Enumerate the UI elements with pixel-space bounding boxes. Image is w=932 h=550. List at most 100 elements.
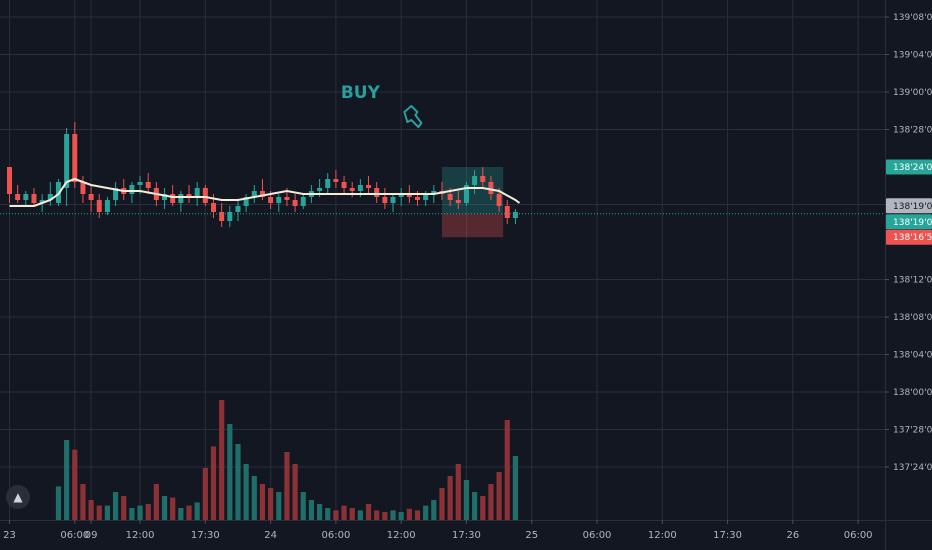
- volume-bar: [145, 504, 151, 520]
- price-axis[interactable]: 139'08'0139'04'0139'00'0138'28'0138'20'0…: [885, 0, 932, 550]
- candle[interactable]: [300, 194, 306, 209]
- volume-bar: [365, 504, 372, 520]
- time-tick-label: 09: [85, 530, 98, 541]
- candle-body: [447, 194, 453, 200]
- price-badge: 138'19'0: [886, 198, 932, 214]
- candle[interactable]: [23, 191, 29, 206]
- volume-bar: [251, 476, 257, 520]
- candle[interactable]: [292, 194, 298, 212]
- candle-body: [341, 182, 347, 188]
- candle[interactable]: [366, 176, 372, 194]
- buy-annotation[interactable]: BUY: [341, 83, 423, 128]
- pointing-hand-icon: [403, 105, 423, 128]
- candle[interactable]: [15, 185, 21, 203]
- candle-body: [170, 194, 176, 203]
- candle-body: [357, 185, 363, 191]
- volume-bar: [480, 496, 486, 520]
- volume-bar: [178, 508, 184, 520]
- volume-bar: [300, 492, 306, 520]
- candle-body: [268, 197, 274, 203]
- candle[interactable]: [390, 194, 396, 212]
- volume-bar: [374, 510, 380, 520]
- candle[interactable]: [113, 182, 119, 206]
- candle[interactable]: [333, 170, 339, 188]
- candle[interactable]: [162, 188, 168, 209]
- candle[interactable]: [129, 182, 135, 203]
- candle[interactable]: [398, 188, 404, 206]
- price-badge-label: 138'24'0: [893, 163, 932, 173]
- volume-bar: [243, 464, 249, 520]
- candle-body: [23, 194, 29, 200]
- volume-bar: [463, 480, 470, 520]
- candle[interactable]: [194, 182, 200, 206]
- volume-bar: [447, 476, 453, 520]
- candle-body: [284, 197, 290, 200]
- candle[interactable]: [512, 209, 518, 224]
- candle[interactable]: [480, 167, 486, 188]
- tradingview-logo-icon[interactable]: ▲: [6, 485, 30, 509]
- position-loss-zone[interactable]: [441, 213, 504, 238]
- candle[interactable]: [276, 194, 282, 212]
- volume-bar: [96, 505, 102, 520]
- volume-bar: [268, 488, 274, 520]
- price-badge-bg: [886, 159, 932, 175]
- candle[interactable]: [382, 188, 388, 209]
- candle[interactable]: [145, 173, 151, 194]
- candle-body: [39, 200, 45, 203]
- candle[interactable]: [251, 185, 257, 203]
- candle[interactable]: [455, 191, 461, 209]
- candle[interactable]: [235, 200, 241, 221]
- candle-body: [259, 191, 265, 197]
- candle[interactable]: [31, 188, 37, 206]
- candle[interactable]: [504, 200, 510, 224]
- volume-bar: [161, 496, 168, 520]
- candle[interactable]: [88, 185, 94, 212]
- candle-body: [251, 191, 257, 197]
- candle[interactable]: [488, 176, 494, 200]
- candle[interactable]: [325, 173, 331, 194]
- candle[interactable]: [170, 185, 176, 206]
- candle[interactable]: [64, 128, 70, 206]
- candle[interactable]: [243, 194, 249, 212]
- candle[interactable]: [202, 185, 208, 206]
- candle-body: [47, 194, 53, 200]
- price-badge: 138'24'0: [886, 159, 932, 175]
- candle[interactable]: [178, 191, 184, 212]
- candle-body: [512, 212, 518, 218]
- candle-body: [72, 134, 78, 182]
- volume-bar: [284, 452, 290, 520]
- candle-body: [480, 176, 486, 182]
- volume-bar: [112, 492, 119, 520]
- volume-bar: [186, 505, 192, 520]
- volume-bar: [104, 505, 111, 520]
- candle[interactable]: [374, 182, 380, 203]
- candle-body: [64, 134, 70, 188]
- candle-body: [243, 197, 249, 206]
- candle-body: [366, 185, 372, 188]
- candle[interactable]: [72, 122, 78, 188]
- candle[interactable]: [7, 167, 12, 203]
- candle[interactable]: [80, 176, 86, 203]
- volume-bar: [414, 510, 421, 520]
- price-axis-background: [885, 0, 932, 550]
- candle[interactable]: [219, 203, 225, 227]
- volume-bar: [235, 444, 241, 520]
- volume-bar: [504, 420, 510, 520]
- price-badge: 138'16'5: [886, 229, 932, 245]
- volume-bar: [431, 500, 437, 520]
- candle[interactable]: [47, 182, 53, 206]
- candle[interactable]: [227, 206, 233, 227]
- candle[interactable]: [104, 197, 110, 215]
- candle[interactable]: [341, 176, 347, 194]
- candle-body: [31, 194, 37, 203]
- time-tick-label: 23: [3, 530, 16, 541]
- candle-body: [406, 194, 412, 197]
- volume-bar: [390, 510, 396, 520]
- time-tick-label: 25: [525, 530, 538, 541]
- candle[interactable]: [472, 170, 478, 194]
- volume-bar: [259, 484, 266, 520]
- candle[interactable]: [463, 182, 469, 206]
- candle[interactable]: [186, 185, 192, 203]
